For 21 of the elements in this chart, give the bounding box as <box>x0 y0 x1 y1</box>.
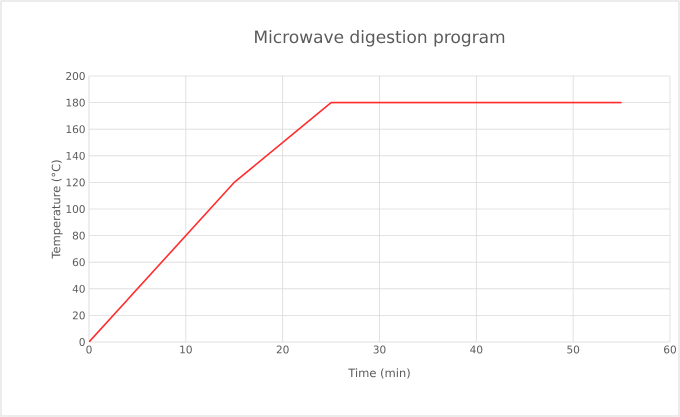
y-tick-label: 80 <box>72 232 85 240</box>
x-axis-title: Time (min) <box>348 368 410 379</box>
y-tick-label: 180 <box>66 98 85 107</box>
y-tick-label: 120 <box>66 178 85 186</box>
x-tick-label: 30 <box>374 346 386 354</box>
x-tick-label: 50 <box>567 346 580 354</box>
y-axis-title: Temperature (°C) <box>51 160 63 259</box>
y-tick-label: 140 <box>66 152 85 160</box>
y-tick-label: 100 <box>66 205 85 213</box>
y-tick-label: 160 <box>66 125 85 134</box>
x-tick-label: 10 <box>180 346 192 354</box>
x-tick-label: 60 <box>664 346 676 354</box>
x-tick-label: 0 <box>86 346 92 354</box>
x-tick-label: 20 <box>276 346 289 354</box>
chart-title: Microwave digestion program <box>255 30 504 46</box>
y-tick-label: 200 <box>66 72 85 80</box>
y-tick-label: 60 <box>72 258 85 266</box>
y-tick-label: 0 <box>79 338 85 346</box>
y-tick-label: 40 <box>72 284 85 293</box>
y-tick-label: 20 <box>72 311 85 320</box>
x-tick-label: 40 <box>470 346 482 354</box>
